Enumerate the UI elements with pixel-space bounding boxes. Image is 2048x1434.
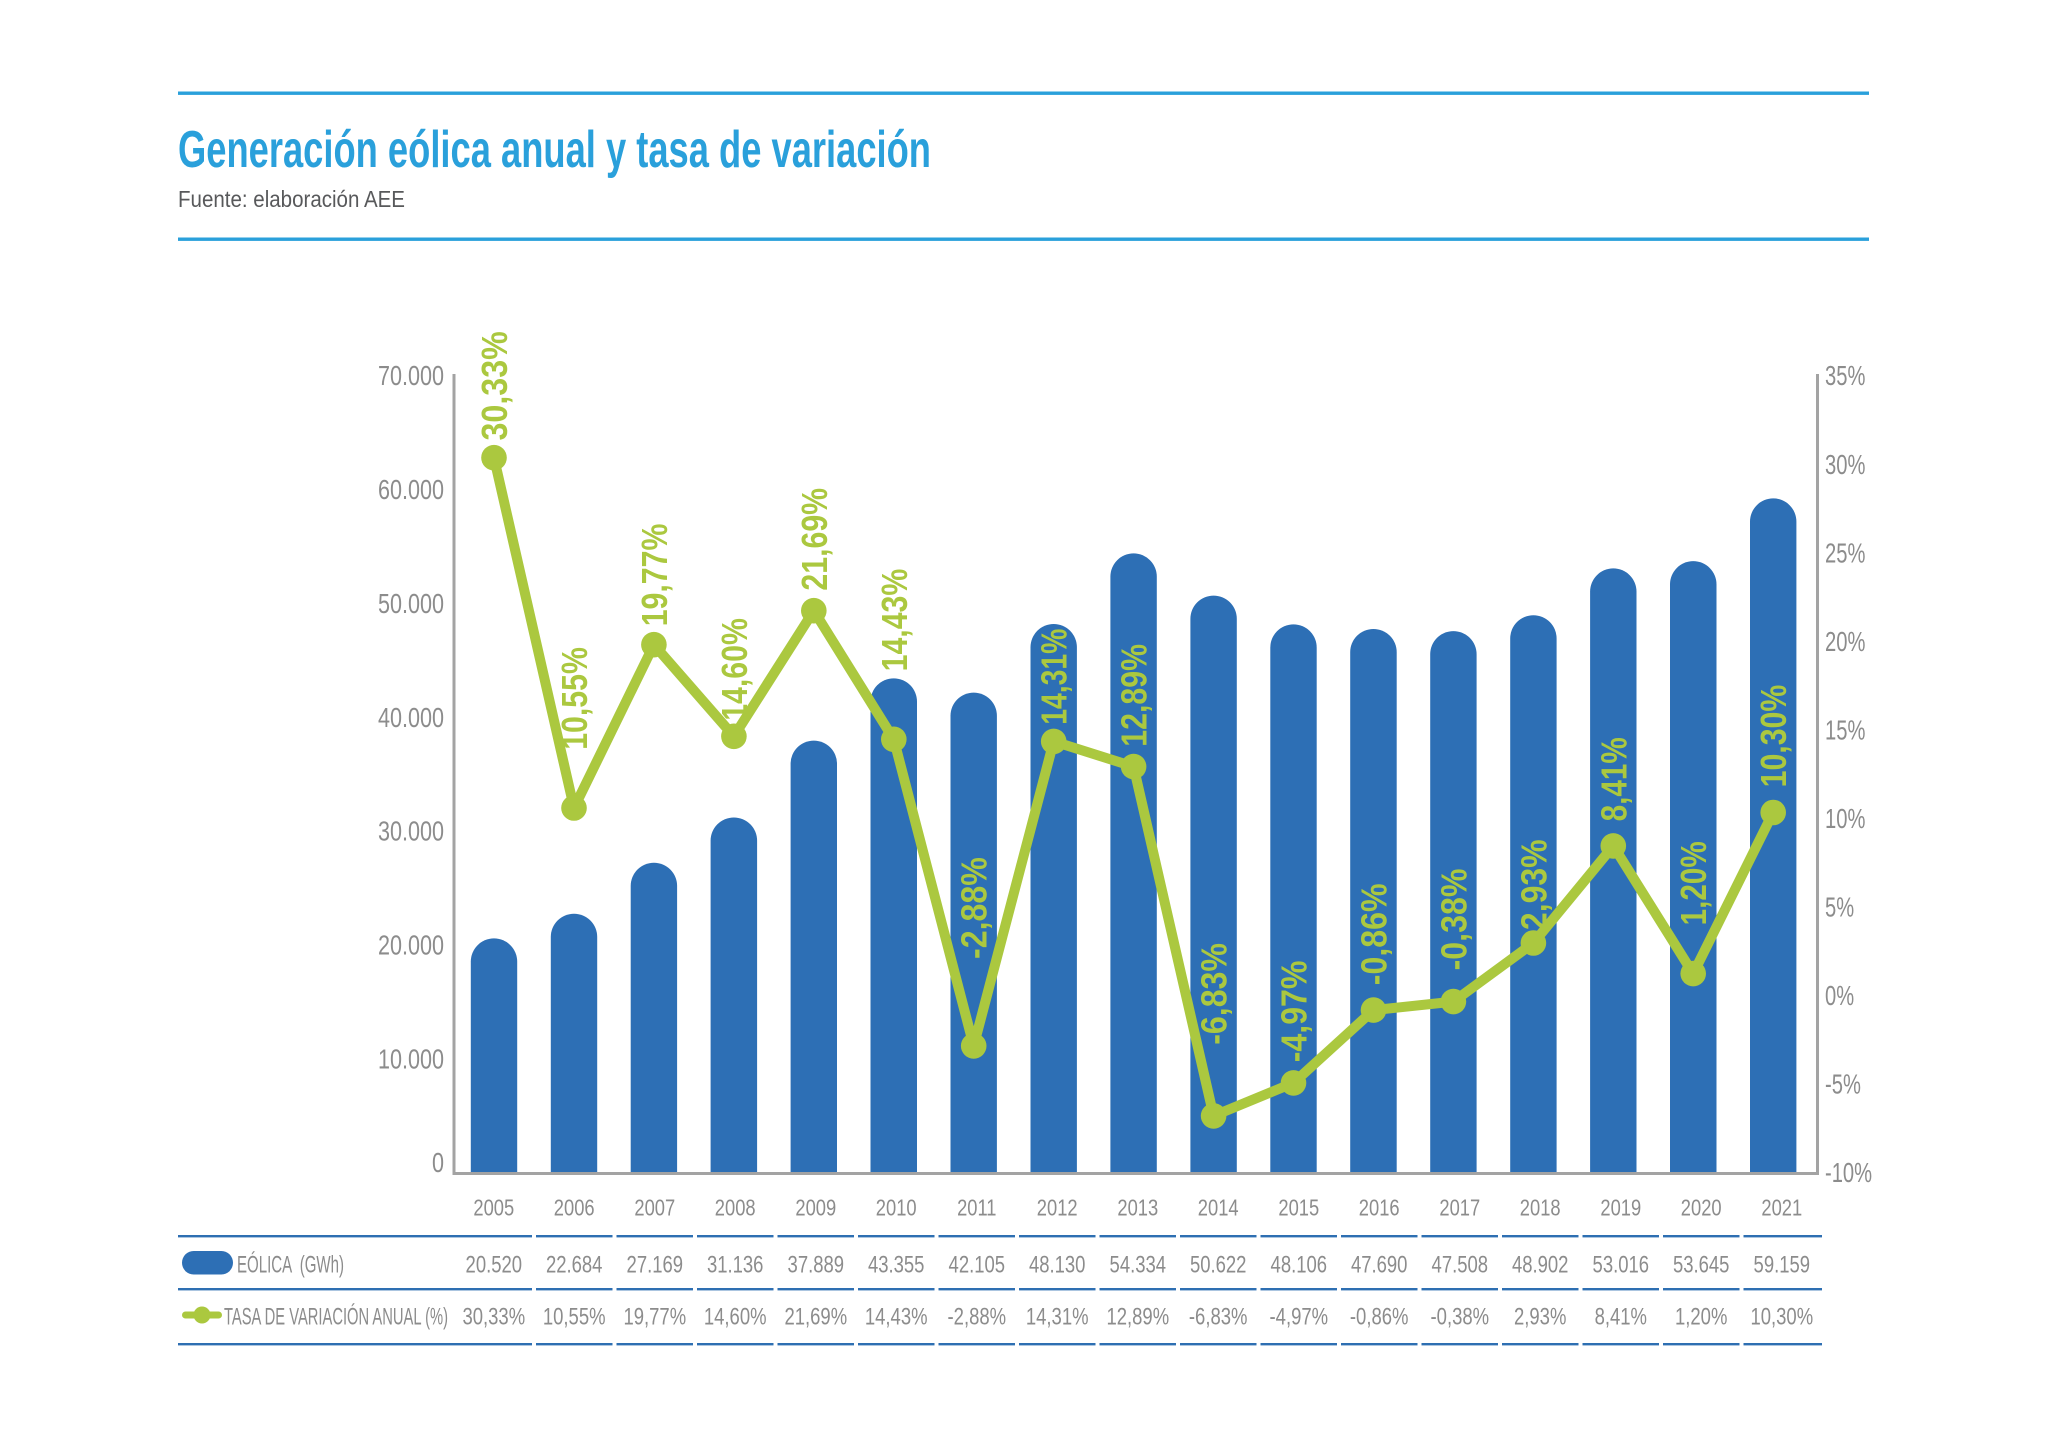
svg-text:2014: 2014 — [1198, 1195, 1239, 1221]
svg-text:30.000: 30.000 — [378, 816, 444, 847]
svg-text:-0,38%: -0,38% — [1433, 869, 1474, 971]
svg-text:-2,88%: -2,88% — [954, 857, 995, 959]
svg-text:20%: 20% — [1825, 626, 1865, 657]
svg-text:-6,83%: -6,83% — [1194, 943, 1235, 1045]
svg-text:14,43%: 14,43% — [865, 1304, 928, 1331]
svg-text:2017: 2017 — [1439, 1195, 1480, 1221]
svg-text:2006: 2006 — [554, 1195, 595, 1221]
svg-text:47.690: 47.690 — [1351, 1252, 1408, 1279]
svg-text:2018: 2018 — [1520, 1195, 1561, 1221]
svg-text:-6,83%: -6,83% — [1189, 1304, 1248, 1331]
svg-text:10%: 10% — [1825, 803, 1865, 834]
svg-text:14,60%: 14,60% — [704, 1304, 767, 1331]
svg-text:14,31%: 14,31% — [1026, 1304, 1089, 1331]
svg-text:0%: 0% — [1825, 980, 1854, 1011]
svg-text:8,41%: 8,41% — [1595, 1304, 1647, 1331]
svg-text:48.902: 48.902 — [1512, 1252, 1569, 1279]
svg-text:50.622: 50.622 — [1190, 1252, 1247, 1279]
svg-text:2008: 2008 — [715, 1195, 756, 1221]
svg-text:30%: 30% — [1825, 449, 1865, 480]
svg-text:43.355: 43.355 — [868, 1252, 925, 1279]
svg-text:8,41%: 8,41% — [1593, 737, 1634, 821]
svg-text:TASA DE VARIACIÓN ANUAL (%): TASA DE VARIACIÓN ANUAL (%) — [224, 1304, 448, 1331]
svg-text:10,30%: 10,30% — [1753, 685, 1794, 788]
svg-text:1,20%: 1,20% — [1675, 1304, 1727, 1331]
svg-text:42.105: 42.105 — [949, 1252, 1006, 1279]
svg-text:-4,97%: -4,97% — [1274, 961, 1315, 1063]
svg-text:2016: 2016 — [1359, 1195, 1400, 1221]
svg-text:59.159: 59.159 — [1754, 1252, 1811, 1279]
svg-text:50.000: 50.000 — [378, 588, 444, 619]
svg-text:2,93%: 2,93% — [1514, 1304, 1566, 1331]
svg-text:2013: 2013 — [1117, 1195, 1158, 1221]
svg-text:2015: 2015 — [1278, 1195, 1319, 1221]
svg-text:19,77%: 19,77% — [623, 1304, 686, 1331]
svg-text:10,55%: 10,55% — [554, 647, 595, 750]
svg-text:19,77%: 19,77% — [634, 524, 675, 627]
svg-text:22.684: 22.684 — [546, 1252, 603, 1279]
svg-text:2019: 2019 — [1600, 1195, 1641, 1221]
svg-text:2020: 2020 — [1681, 1195, 1722, 1221]
svg-text:EÓLICA (GWh): EÓLICA (GWh) — [237, 1252, 344, 1279]
svg-text:-0,38%: -0,38% — [1431, 1304, 1490, 1331]
svg-text:53.016: 53.016 — [1593, 1252, 1650, 1279]
svg-text:70.000: 70.000 — [378, 360, 444, 391]
svg-text:21,69%: 21,69% — [784, 1304, 847, 1331]
svg-text:2009: 2009 — [795, 1195, 836, 1221]
svg-text:Fuente: elaboración AEE: Fuente: elaboración AEE — [178, 186, 405, 212]
svg-text:35%: 35% — [1825, 360, 1865, 391]
svg-text:53.645: 53.645 — [1673, 1252, 1730, 1279]
svg-text:14,31%: 14,31% — [1034, 629, 1075, 725]
svg-text:2010: 2010 — [876, 1195, 917, 1221]
svg-text:25%: 25% — [1825, 537, 1865, 568]
svg-text:5%: 5% — [1825, 892, 1854, 923]
svg-text:10.000: 10.000 — [378, 1043, 444, 1074]
svg-text:10,30%: 10,30% — [1750, 1304, 1813, 1331]
svg-text:2012: 2012 — [1037, 1195, 1078, 1221]
svg-text:20.520: 20.520 — [466, 1252, 523, 1279]
svg-text:Generación eólica anual y tasa: Generación eólica anual y tasa de variac… — [178, 121, 931, 179]
svg-text:-10%: -10% — [1825, 1157, 1872, 1188]
svg-text:48.130: 48.130 — [1029, 1252, 1086, 1279]
svg-text:-0,86%: -0,86% — [1350, 1304, 1409, 1331]
svg-text:12,89%: 12,89% — [1106, 1304, 1169, 1331]
svg-text:14,60%: 14,60% — [714, 618, 755, 721]
svg-text:-0,86%: -0,86% — [1354, 883, 1395, 985]
svg-text:30,33%: 30,33% — [474, 331, 515, 440]
svg-text:31.136: 31.136 — [707, 1252, 764, 1279]
svg-text:2005: 2005 — [473, 1195, 514, 1221]
svg-text:30,33%: 30,33% — [462, 1304, 525, 1331]
svg-text:12,89%: 12,89% — [1114, 644, 1155, 747]
svg-text:10,55%: 10,55% — [543, 1304, 606, 1331]
svg-text:-5%: -5% — [1825, 1069, 1861, 1100]
svg-text:47.508: 47.508 — [1432, 1252, 1489, 1279]
svg-text:48.106: 48.106 — [1271, 1252, 1328, 1279]
svg-text:40.000: 40.000 — [378, 702, 444, 733]
svg-text:60.000: 60.000 — [378, 474, 444, 505]
svg-text:21,69%: 21,69% — [794, 488, 835, 591]
svg-text:1,20%: 1,20% — [1673, 841, 1714, 925]
svg-text:2011: 2011 — [957, 1195, 996, 1221]
svg-text:-2,88%: -2,88% — [948, 1304, 1007, 1331]
svg-text:2021: 2021 — [1761, 1195, 1802, 1221]
svg-text:14,43%: 14,43% — [874, 569, 915, 672]
svg-text:37.889: 37.889 — [788, 1252, 845, 1279]
svg-text:2,93%: 2,93% — [1513, 839, 1554, 930]
svg-text:20.000: 20.000 — [378, 930, 444, 961]
svg-text:2007: 2007 — [634, 1195, 675, 1221]
svg-text:27.169: 27.169 — [627, 1252, 684, 1279]
svg-text:-4,97%: -4,97% — [1270, 1304, 1329, 1331]
svg-text:54.334: 54.334 — [1110, 1252, 1167, 1279]
svg-text:0: 0 — [432, 1147, 444, 1178]
svg-text:15%: 15% — [1825, 714, 1865, 745]
